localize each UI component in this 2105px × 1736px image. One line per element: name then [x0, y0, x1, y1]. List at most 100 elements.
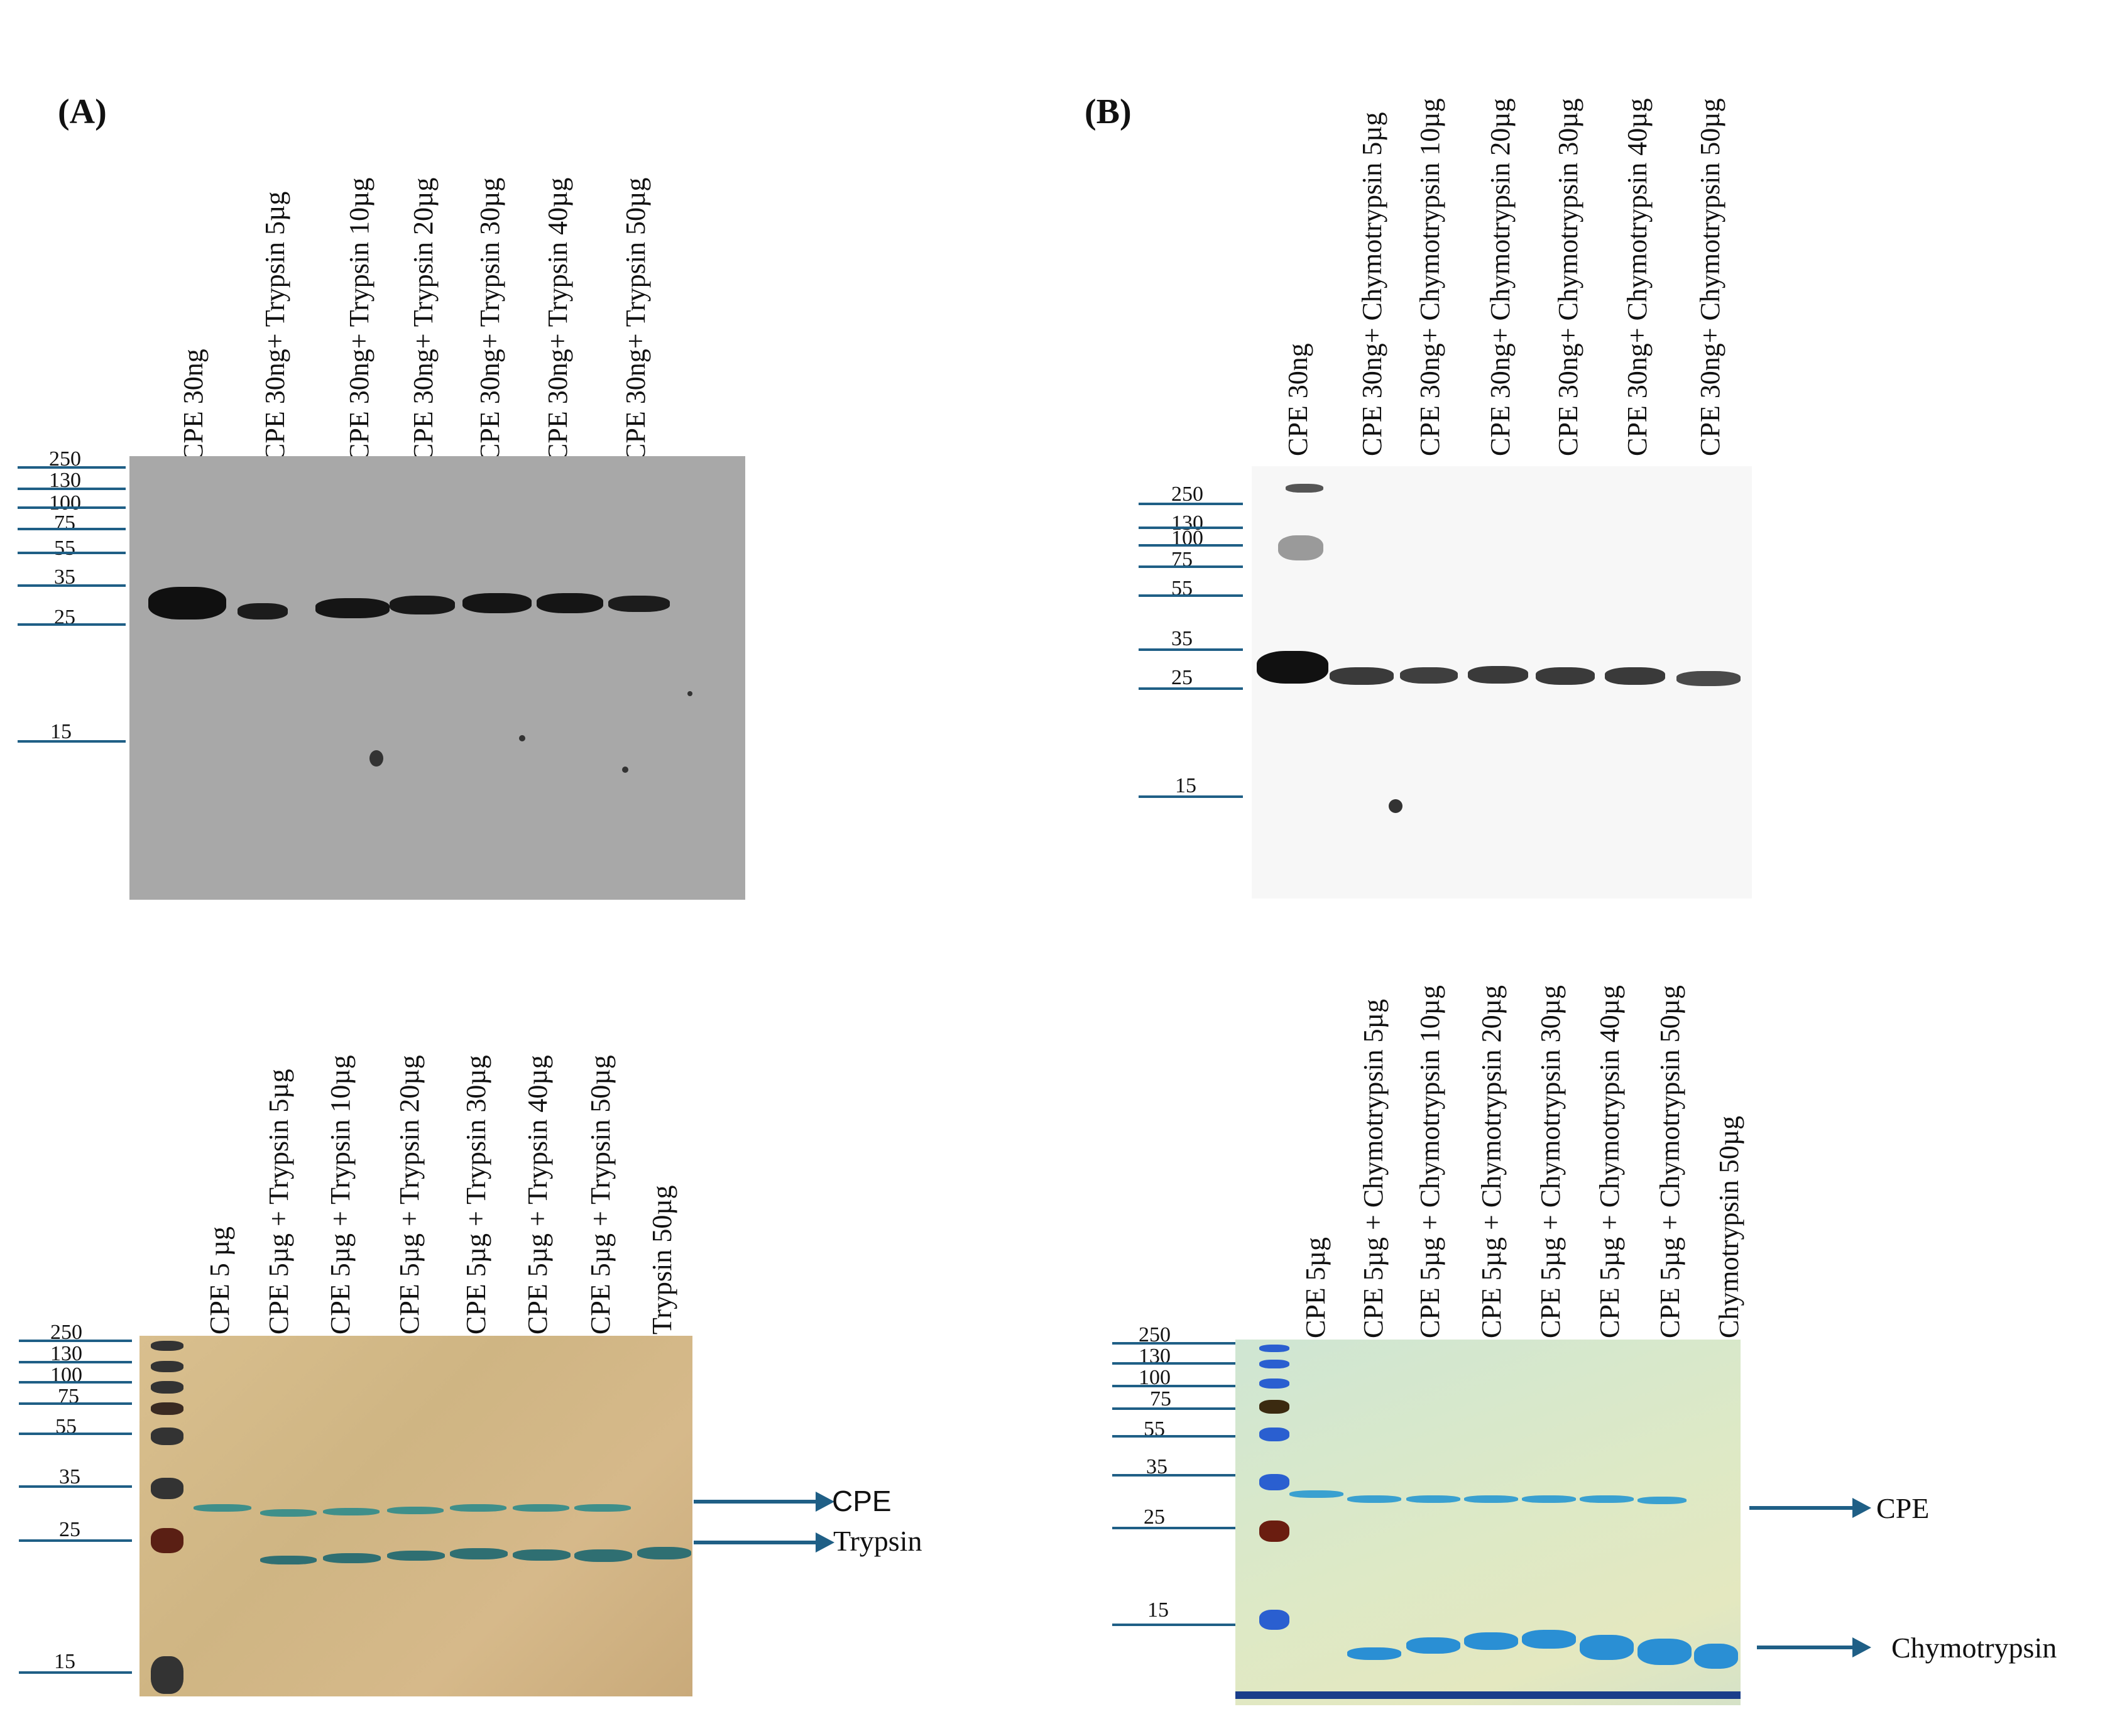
lane-label: CPE 30ng+ Trypsin 50µg — [620, 177, 651, 462]
chymotrypsin-band — [1580, 1635, 1634, 1660]
trypsin-band — [450, 1548, 508, 1559]
western-blot-a-top — [129, 456, 745, 900]
speck — [519, 735, 525, 741]
marker-label-25: 25 — [1144, 1505, 1165, 1529]
marker-line — [19, 1485, 132, 1488]
marker-line — [1112, 1342, 1235, 1345]
marker-label-15: 15 — [1147, 1598, 1169, 1622]
arrow-line — [1749, 1506, 1854, 1510]
lane-label: CPE 5µg + Trypsin 50µg — [585, 1055, 616, 1335]
chymotrypsin-band — [1522, 1630, 1576, 1649]
marker-line — [19, 1402, 132, 1405]
lane-label: CPE 5µg + Trypsin 30µg — [461, 1055, 491, 1335]
protein-band — [1286, 484, 1323, 493]
ladder-band — [1259, 1378, 1289, 1389]
chymotrypsin-band — [1694, 1644, 1738, 1669]
marker-label-75: 75 — [1150, 1387, 1171, 1411]
lane-label: CPE 30ng+ Chymotrypsin 20µg — [1485, 98, 1516, 456]
chymotrypsin-band — [1406, 1637, 1460, 1654]
lane-label: CPE 5µg + Trypsin 10µg — [325, 1055, 356, 1335]
marker-line — [18, 506, 126, 509]
protein-band — [608, 596, 670, 612]
lane-label: CPE 5µg — [1300, 1236, 1331, 1338]
lane-label: CPE 5µg + Chymotrypsin 5µg — [1358, 998, 1389, 1338]
lane-label: CPE 5µg + Trypsin 40µg — [522, 1055, 553, 1335]
speck — [687, 691, 692, 696]
protein-band — [1468, 666, 1528, 684]
ladder-band — [151, 1656, 183, 1694]
cpe-band — [1638, 1497, 1687, 1504]
marker-label-250: 250 — [1139, 1323, 1171, 1346]
marker-label-15: 15 — [54, 1650, 75, 1673]
arrow-head — [1852, 1637, 1871, 1657]
arrow-head — [1852, 1498, 1871, 1518]
lane-label: CPE 30ng+ Trypsin 40µg — [542, 177, 573, 462]
arrow-label-cpe: CPE — [1876, 1492, 1930, 1524]
trypsin-band — [513, 1549, 571, 1561]
panel-label-a: (A) — [58, 92, 107, 131]
marker-label-15: 15 — [1175, 774, 1196, 797]
cpe-band — [260, 1509, 317, 1517]
ladder-band — [151, 1361, 183, 1372]
lane-label: CPE 30ng+ Trypsin 20µg — [408, 177, 439, 462]
ladder-band — [1259, 1474, 1289, 1490]
marker-line — [1112, 1474, 1235, 1477]
trypsin-band — [323, 1553, 381, 1563]
marker-label-15: 15 — [50, 720, 72, 743]
speck — [1389, 799, 1402, 813]
marker-line — [1139, 795, 1243, 798]
marker-line — [1112, 1435, 1235, 1438]
arrow-label-chymotrypsin: Chymotrypsin — [1891, 1632, 2057, 1664]
protein-band — [238, 603, 288, 620]
ladder-band — [151, 1478, 183, 1499]
cpe-band — [1347, 1495, 1401, 1503]
marker-line — [1112, 1362, 1235, 1365]
marker-line — [1139, 544, 1243, 547]
protein-band — [1278, 535, 1323, 560]
marker-label-35: 35 — [1171, 627, 1193, 650]
marker-label-250: 250 — [50, 1321, 82, 1344]
cpe-band — [1522, 1495, 1576, 1503]
marker-label-250: 250 — [49, 447, 81, 471]
arrow-line — [694, 1500, 817, 1504]
marker-label-100: 100 — [1139, 1366, 1171, 1389]
marker-line — [1139, 648, 1243, 651]
marker-line — [1112, 1527, 1235, 1529]
ladder-band — [151, 1402, 183, 1415]
protein-band — [148, 587, 226, 620]
chymotrypsin-band — [1347, 1647, 1401, 1660]
lane-label: CPE 30ng+ Chymotrypsin 30µg — [1553, 98, 1583, 456]
marker-line — [1139, 503, 1243, 505]
lane-label: Chymotrypsin 50µg — [1714, 1115, 1744, 1338]
lane-label: CPE 30ng — [1282, 343, 1313, 456]
lane-label: CPE 5µg + Chymotrypsin 40µg — [1594, 985, 1625, 1338]
coomassie-gel-a — [139, 1336, 692, 1696]
protein-band — [537, 593, 603, 613]
protein-band — [1676, 671, 1741, 686]
ladder-band — [1259, 1610, 1289, 1630]
ladder-band — [1259, 1345, 1289, 1352]
marker-line — [18, 488, 126, 490]
arrow-label-trypsin: Trypsin — [833, 1525, 922, 1557]
marker-label-130: 130 — [1171, 511, 1203, 535]
marker-label-35: 35 — [59, 1465, 80, 1488]
lane-label: CPE 5µg + Chymotrypsin 20µg — [1476, 985, 1507, 1338]
marker-label-100: 100 — [49, 491, 81, 515]
marker-line — [19, 1671, 132, 1674]
arrow-head — [816, 1532, 834, 1553]
cpe-band — [387, 1507, 444, 1514]
protein-band — [1257, 651, 1328, 684]
lane-label: CPE 5µg + Chymotrypsin 10µg — [1414, 985, 1445, 1338]
marker-line — [1112, 1624, 1235, 1626]
lane-label: CPE 30ng+ Trypsin 30µg — [474, 177, 505, 462]
lane-label: CPE 30ng+ Trypsin 10µg — [344, 177, 375, 462]
western-blot-b-top — [1252, 466, 1752, 898]
arrow-head — [816, 1492, 834, 1512]
cpe-band — [1580, 1495, 1634, 1503]
lane-label: CPE 30ng+ Trypsin 5µg — [260, 191, 290, 462]
marker-label-35: 35 — [54, 565, 75, 589]
ladder-band — [1259, 1520, 1289, 1542]
marker-line — [1139, 565, 1243, 568]
marker-line — [1139, 527, 1243, 529]
marker-line — [1139, 687, 1243, 690]
